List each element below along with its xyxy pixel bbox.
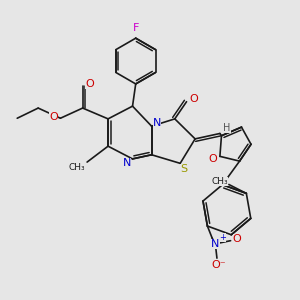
Text: H: H bbox=[223, 123, 231, 133]
Text: N: N bbox=[123, 158, 131, 168]
Text: O: O bbox=[232, 234, 241, 244]
Text: N: N bbox=[211, 239, 220, 249]
Text: O: O bbox=[208, 154, 217, 164]
Text: +: + bbox=[219, 233, 226, 242]
Text: O: O bbox=[189, 94, 198, 104]
Text: CH₃: CH₃ bbox=[212, 177, 228, 186]
Text: F: F bbox=[133, 23, 139, 33]
Text: S: S bbox=[180, 164, 188, 174]
Text: CH₃: CH₃ bbox=[69, 163, 85, 172]
Text: N: N bbox=[153, 118, 161, 128]
Text: O: O bbox=[85, 79, 94, 89]
Text: O: O bbox=[49, 112, 58, 122]
Text: O⁻: O⁻ bbox=[211, 260, 226, 270]
